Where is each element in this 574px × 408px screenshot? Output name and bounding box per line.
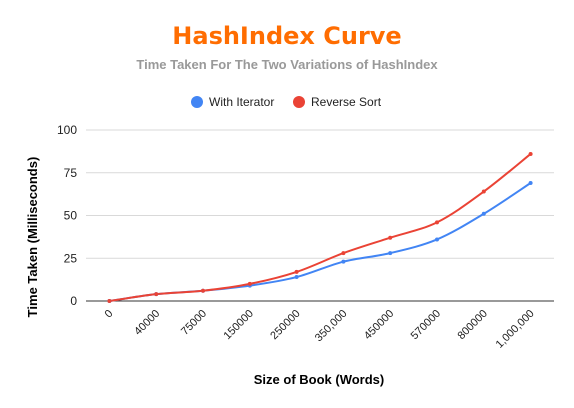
data-point — [247, 281, 252, 286]
data-point — [528, 181, 533, 186]
y-axis-label: Time Taken (Milliseconds) — [25, 157, 40, 318]
data-point — [481, 189, 486, 194]
y-tick-label: 25 — [64, 251, 78, 265]
data-point — [201, 288, 205, 293]
legend: With Iterator Reverse Sort — [191, 95, 382, 109]
x-axis-label: Size of Book (Words) — [254, 372, 384, 387]
series-points — [107, 151, 533, 303]
x-tick-label: 350,000 — [313, 308, 350, 345]
y-tick-label: 50 — [64, 209, 78, 223]
data-point — [107, 299, 112, 303]
data-point — [341, 251, 346, 256]
x-tick-label: 0 — [103, 308, 116, 321]
chart-subtitle: Time Taken For The Two Variations of Has… — [136, 57, 438, 72]
legend-label: Reverse Sort — [311, 95, 382, 109]
y-axis-ticks: 0 25 50 75 100 — [57, 123, 77, 308]
gridlines — [86, 129, 554, 302]
data-point — [294, 269, 299, 274]
data-point — [481, 211, 486, 216]
x-axis-ticks: 0 40000 75000 150000 250000 350,000 450000 5700… — [103, 308, 537, 351]
x-tick-label: 570000 — [409, 308, 443, 342]
x-tick-label: 800000 — [455, 308, 489, 342]
data-point — [388, 235, 393, 240]
data-point — [341, 259, 346, 264]
x-tick-label: 40000 — [132, 308, 162, 338]
data-point — [435, 220, 439, 225]
legend-label: With Iterator — [209, 95, 274, 109]
x-tick-label: 150000 — [221, 308, 255, 342]
legend-marker — [191, 96, 203, 108]
legend-marker — [293, 96, 305, 108]
data-point — [528, 151, 533, 156]
chart-title: HashIndex Curve — [172, 22, 402, 50]
data-point — [294, 275, 299, 280]
series-lines — [109, 153, 532, 302]
y-tick-label: 0 — [70, 294, 77, 308]
x-tick-label: 75000 — [179, 308, 209, 338]
x-tick-label: 250000 — [268, 308, 302, 342]
y-tick-label: 75 — [64, 166, 78, 180]
data-point — [154, 292, 159, 297]
series-line-1 — [109, 153, 532, 302]
data-point — [435, 237, 439, 242]
data-point — [388, 251, 393, 256]
y-tick-label: 100 — [57, 123, 77, 137]
series-line-0 — [109, 182, 532, 302]
x-tick-label: 450000 — [362, 308, 396, 342]
x-tick-label: 1,000,000 — [494, 308, 537, 351]
